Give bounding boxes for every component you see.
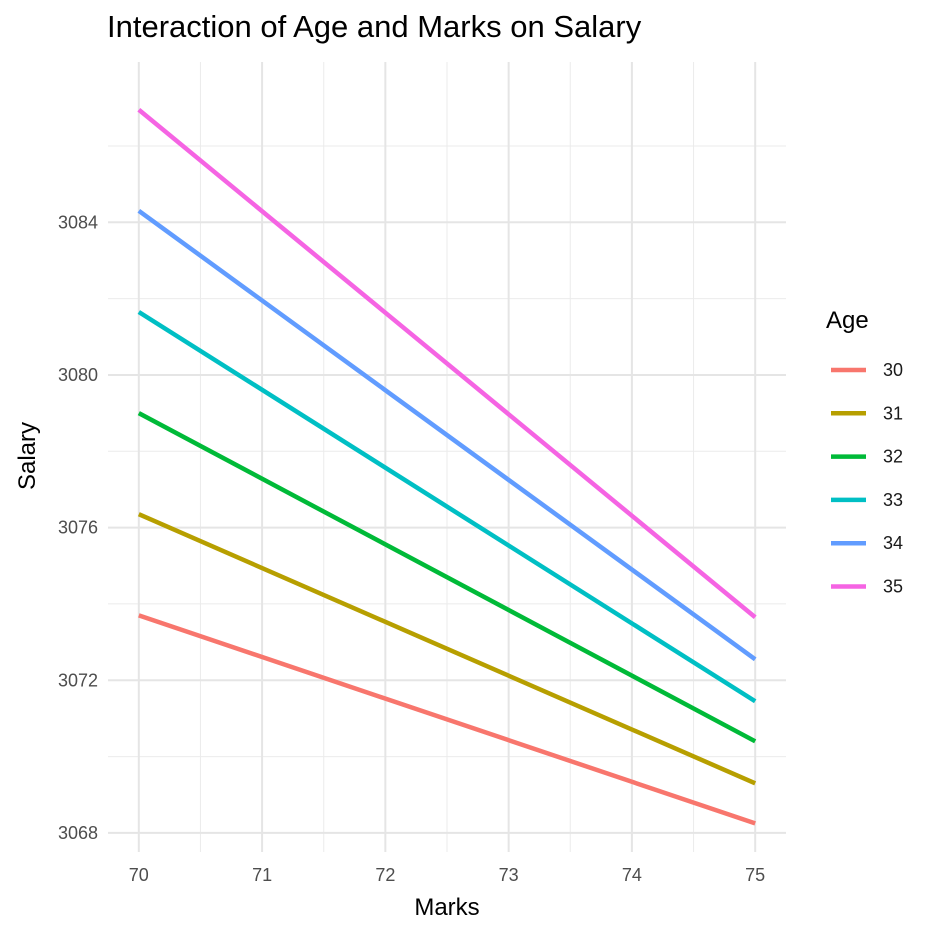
y-tick-label: 3068 bbox=[58, 823, 98, 843]
legend-label: 32 bbox=[883, 447, 903, 467]
y-tick-label: 3072 bbox=[58, 670, 98, 690]
series-line-age-34 bbox=[137, 209, 757, 662]
series-line-age-35 bbox=[137, 107, 757, 620]
legend-label: 34 bbox=[883, 533, 903, 553]
legend-label: 33 bbox=[883, 490, 903, 510]
legend-label: 30 bbox=[883, 360, 903, 380]
y-axis-ticks: 3068 3072 3076 3080 3084 bbox=[58, 212, 98, 843]
y-tick-label: 3084 bbox=[58, 212, 98, 232]
chart-title: Interaction of Age and Marks on Salary bbox=[107, 9, 642, 44]
series-lines bbox=[137, 107, 757, 826]
x-tick-label: 72 bbox=[375, 865, 395, 885]
series-line-age-33 bbox=[137, 310, 757, 704]
x-axis-ticks: 70 71 72 73 74 75 bbox=[129, 865, 765, 885]
legend-label: 31 bbox=[883, 403, 903, 423]
series-line-age-30 bbox=[138, 613, 756, 826]
series-line-age-32 bbox=[137, 411, 757, 744]
legend-label: 35 bbox=[883, 577, 903, 597]
minor-gridlines bbox=[108, 62, 786, 852]
x-axis-title: Marks bbox=[414, 894, 479, 921]
legend: Age 30 31 32 33 34 35 bbox=[826, 307, 903, 597]
legend-title: Age bbox=[826, 307, 869, 334]
series-line-age-31 bbox=[137, 512, 757, 786]
y-axis-title: Salary bbox=[14, 422, 41, 490]
major-gridlines bbox=[108, 62, 786, 852]
y-tick-label: 3080 bbox=[58, 365, 98, 385]
x-tick-label: 71 bbox=[252, 865, 272, 885]
x-tick-label: 73 bbox=[499, 865, 519, 885]
y-tick-label: 3076 bbox=[58, 518, 98, 538]
x-tick-label: 70 bbox=[129, 865, 149, 885]
x-tick-label: 75 bbox=[745, 865, 765, 885]
x-tick-label: 74 bbox=[622, 865, 642, 885]
